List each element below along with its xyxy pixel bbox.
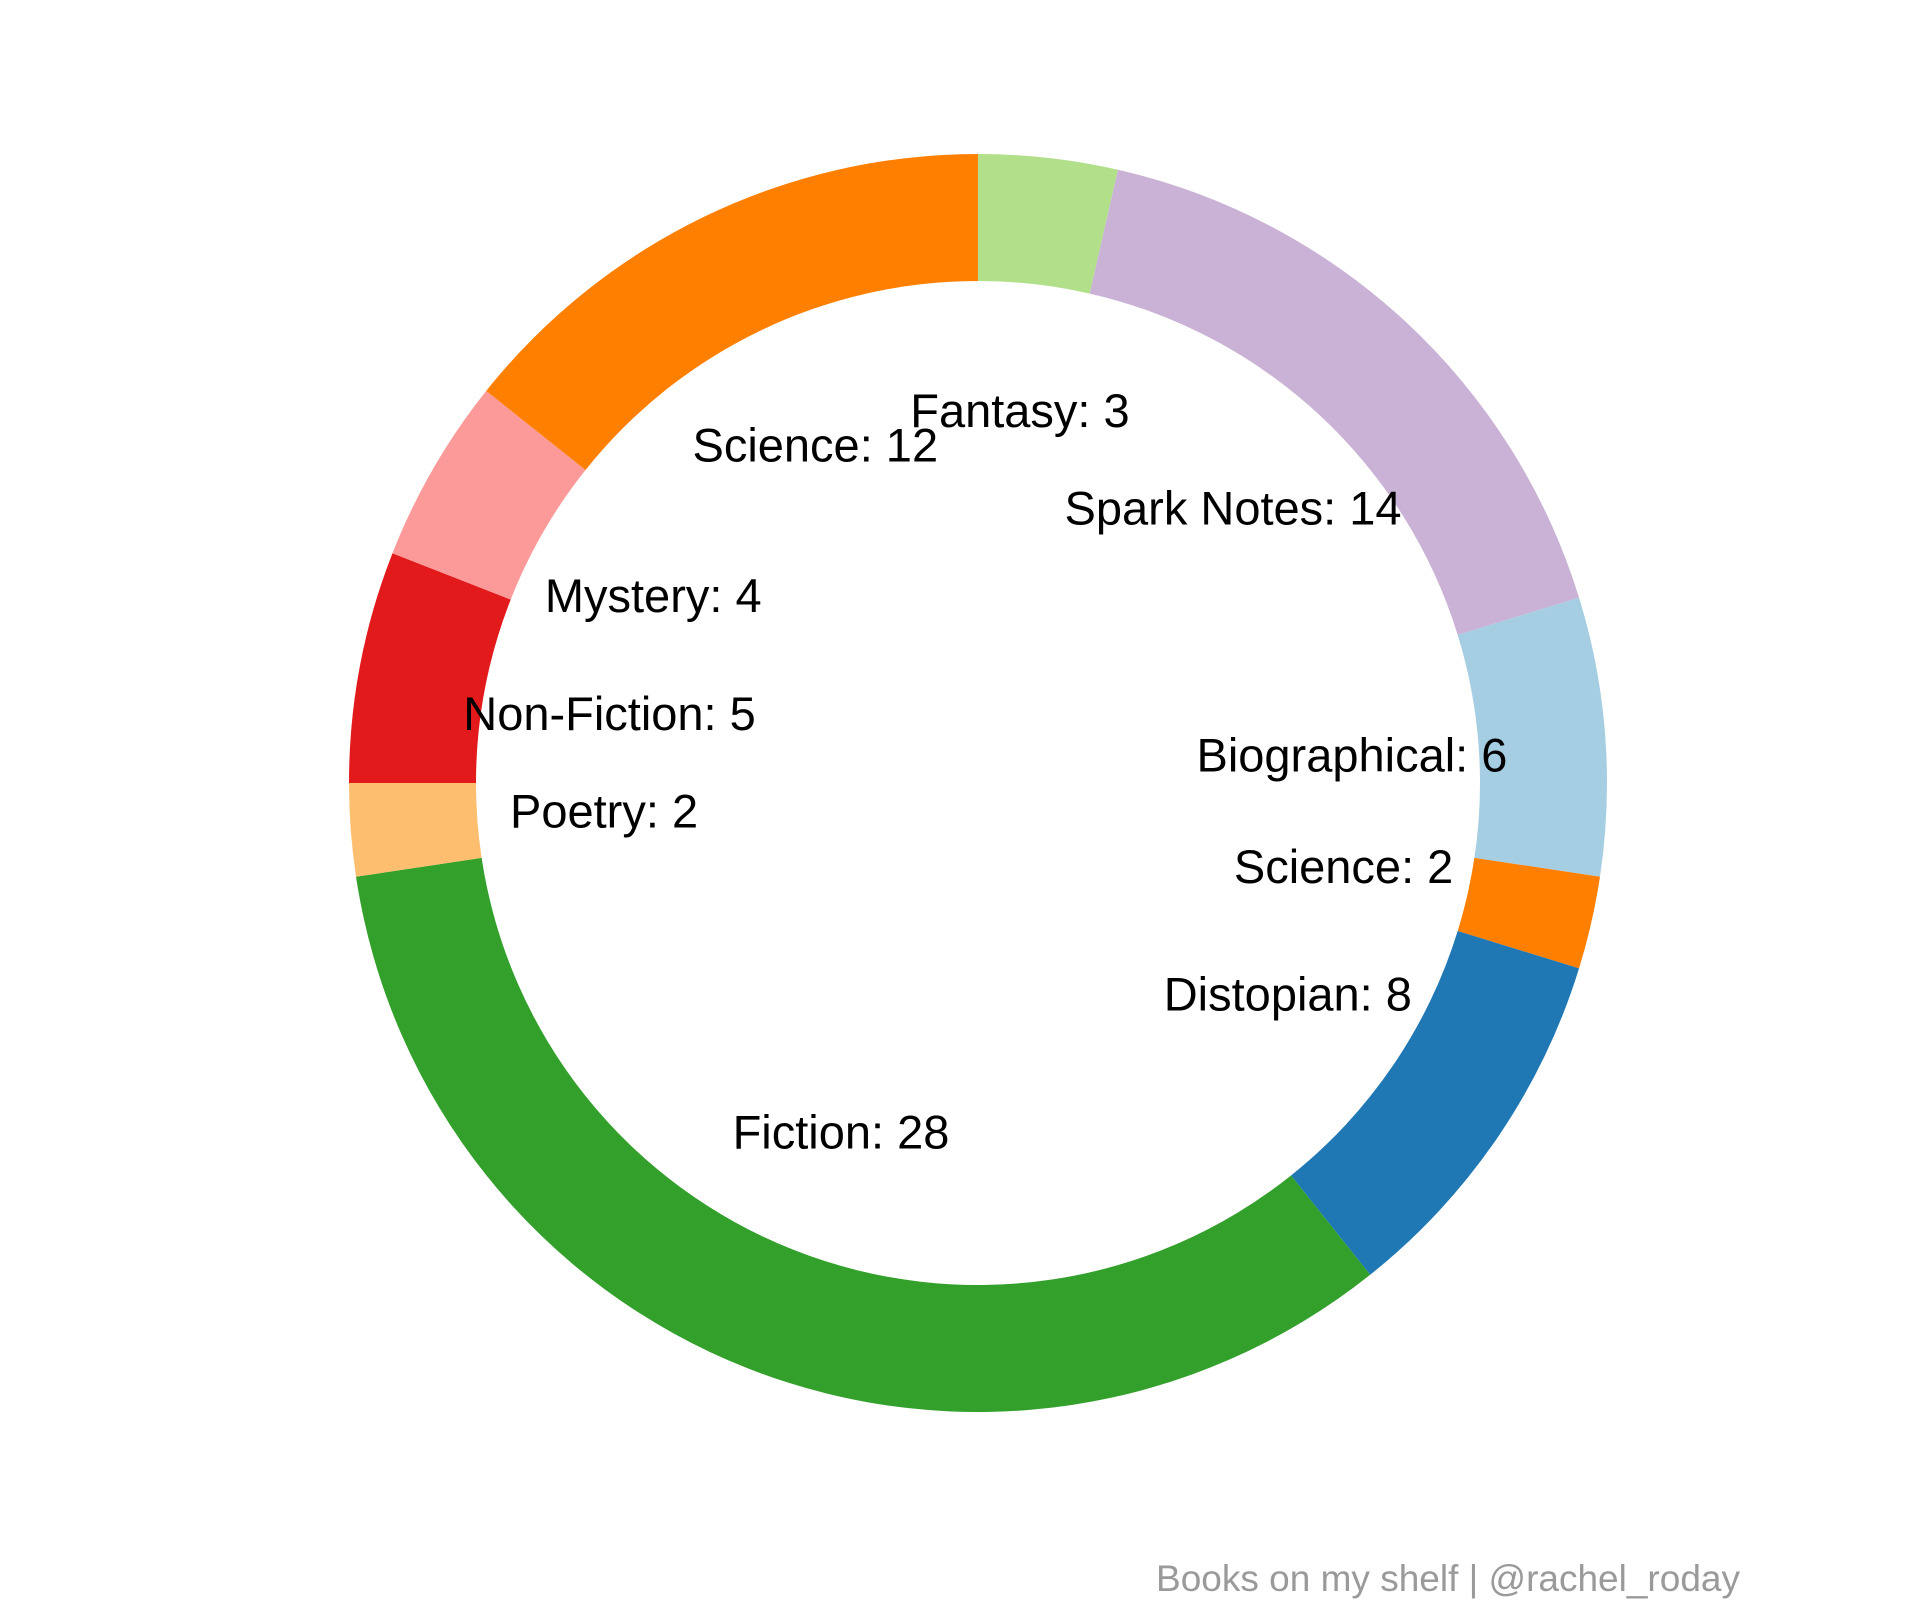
slice-label: Spark Notes: 14: [1065, 482, 1402, 535]
label-layer: Fantasy: 3 Spark Notes: 14 Biographical: 6…: [463, 384, 1507, 1159]
chart-caption: Books on my shelf | @rachel_roday: [1156, 1558, 1740, 1599]
donut-slice: [392, 390, 586, 600]
slice-label: Biographical: 6: [1196, 728, 1507, 781]
donut-slice: [1290, 930, 1580, 1275]
slice-label: Non-Fiction: 5: [463, 687, 756, 740]
donut-slice: [1457, 857, 1600, 969]
donut-slice: [349, 783, 482, 877]
slice-label: Fiction: 28: [733, 1106, 950, 1159]
slice-layer: [349, 154, 1607, 1412]
slice-label: Distopian: 8: [1164, 968, 1412, 1021]
slice-label: Mystery: 4: [545, 569, 762, 622]
donut-slice: [978, 154, 1118, 294]
slice-label: Science: 2: [1234, 840, 1453, 893]
slice-label: Poetry: 2: [510, 785, 698, 838]
donut-slice: [1457, 597, 1607, 877]
slice-label: Science: 12: [692, 419, 938, 472]
donut-slice: [356, 857, 1371, 1412]
donut-slice: [1089, 169, 1580, 636]
donut-slice: [486, 154, 978, 471]
donut-slice: [349, 553, 511, 783]
slice-label: Fantasy: 3: [910, 384, 1129, 437]
